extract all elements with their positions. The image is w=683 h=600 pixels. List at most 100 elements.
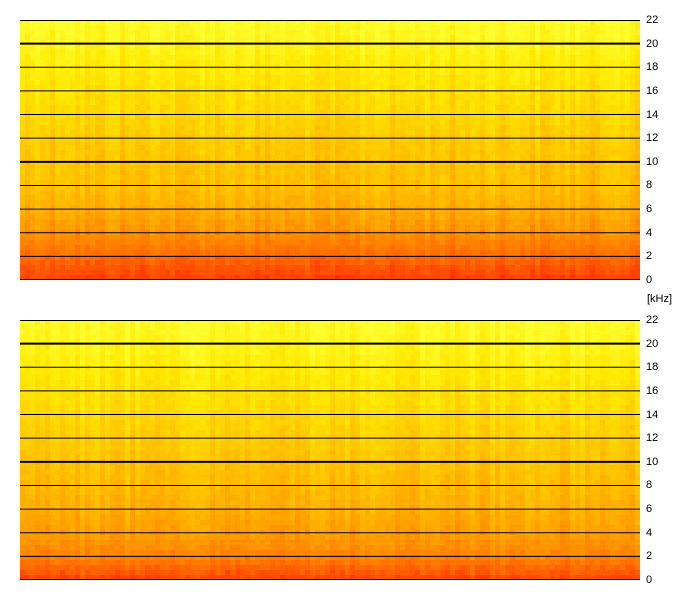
spectrogram-cell (495, 175, 501, 181)
spectrogram-cell (470, 35, 476, 41)
spectrogram-cell (465, 95, 471, 101)
spectrogram-cell (40, 185, 46, 191)
spectrogram-cell (625, 100, 631, 106)
spectrogram-cell (495, 45, 501, 51)
spectrogram-cell (360, 20, 366, 26)
spectrogram-cell (600, 215, 606, 221)
spectrogram-cell (205, 35, 211, 41)
spectrogram-cell (285, 120, 291, 126)
spectrogram-cell (150, 55, 156, 61)
spectrogram-cell (605, 210, 611, 216)
spectrogram-cell (75, 165, 81, 171)
spectrogram-cell (265, 45, 271, 51)
spectrogram-cell (40, 210, 46, 216)
spectrogram-cell (370, 155, 376, 161)
spectrogram-cell (560, 35, 566, 41)
spectrogram-cell (500, 140, 506, 146)
spectrogram-cell (350, 210, 356, 216)
spectrogram-cell (115, 220, 121, 226)
spectrogram-cell (495, 100, 501, 106)
spectrogram-cell (530, 190, 536, 196)
spectrogram-cell (20, 120, 26, 126)
spectrogram-cell (490, 45, 496, 51)
spectrogram-cell (225, 130, 231, 136)
spectrogram-cell (145, 170, 151, 176)
spectrogram-cell (350, 200, 356, 206)
spectrogram-cell (375, 25, 381, 31)
spectrogram-cell (75, 30, 81, 36)
spectrogram-cell (525, 195, 531, 201)
spectrogram-cell (470, 20, 476, 26)
spectrogram-cell (425, 120, 431, 126)
spectrogram-cell (430, 205, 436, 211)
spectrogram-cell (620, 25, 626, 31)
spectrogram-cell (275, 175, 281, 181)
spectrogram-cell (40, 25, 46, 31)
spectrogram-cell (60, 165, 66, 171)
spectrogram-cell (590, 85, 596, 91)
spectrogram-cell (570, 195, 576, 201)
spectrogram-cell (415, 110, 421, 116)
spectrogram-cell (300, 120, 306, 126)
spectrogram-cell (90, 180, 96, 186)
spectrogram-cell (635, 70, 640, 76)
spectrogram-cell (500, 145, 506, 151)
spectrogram-cell (270, 105, 276, 111)
spectrogram-cell (325, 100, 331, 106)
spectrogram-cell (70, 175, 76, 181)
spectrogram-cell (430, 120, 436, 126)
spectrogram-cell (455, 30, 461, 36)
spectrogram-cell (40, 70, 46, 76)
spectrogram-cell (505, 90, 511, 96)
spectrogram-cell (145, 150, 151, 156)
spectrogram-cell (285, 65, 291, 71)
spectrogram-cell (580, 60, 586, 66)
spectrogram-cell (90, 90, 96, 96)
spectrogram-cell (325, 215, 331, 221)
spectrogram-cell (560, 200, 566, 206)
spectrogram-cell (205, 65, 211, 71)
spectrogram-cell (50, 90, 56, 96)
spectrogram-cell (450, 45, 456, 51)
spectrogram-cell (560, 25, 566, 31)
spectrogram-cell (385, 80, 391, 86)
spectrogram-cell (460, 140, 466, 146)
spectrogram-cell (635, 180, 640, 186)
spectrogram-cell (435, 110, 441, 116)
spectrogram-cell (545, 55, 551, 61)
spectrogram-cell (370, 35, 376, 41)
spectrogram-cell (295, 155, 301, 161)
spectrogram-cell (260, 45, 266, 51)
spectrogram-cell (485, 195, 491, 201)
spectrogram-cell (105, 205, 111, 211)
spectrogram-cell (450, 140, 456, 146)
spectrogram-cell (215, 25, 221, 31)
spectrogram-cell (30, 60, 36, 66)
spectrogram-cell (80, 200, 86, 206)
spectrogram-cell (305, 200, 311, 206)
spectrogram-cell (105, 165, 111, 171)
spectrogram-cell (580, 185, 586, 191)
spectrogram-cell (600, 130, 606, 136)
spectrogram-cell (385, 95, 391, 101)
spectrogram-cell (215, 70, 221, 76)
spectrogram-cell (555, 95, 561, 101)
spectrogram-cell (55, 50, 61, 56)
spectrogram-cell (70, 70, 76, 76)
spectrogram-cell (280, 150, 286, 156)
spectrogram-cell (230, 120, 236, 126)
spectrogram-cell (265, 100, 271, 106)
spectrogram-cell (415, 115, 421, 121)
spectrogram-cell (340, 75, 346, 81)
spectrogram-cell (430, 170, 436, 176)
spectrogram-cell (215, 35, 221, 41)
spectrogram-cell (210, 140, 216, 146)
spectrogram-cell (360, 60, 366, 66)
spectrogram-cell (330, 20, 336, 26)
spectrogram-cell (270, 80, 276, 86)
spectrogram-cell (475, 70, 481, 76)
spectrogram-cell (330, 155, 336, 161)
spectrogram-cell (170, 80, 176, 86)
spectrogram-cell (200, 175, 206, 181)
spectrogram-cell (510, 55, 516, 61)
